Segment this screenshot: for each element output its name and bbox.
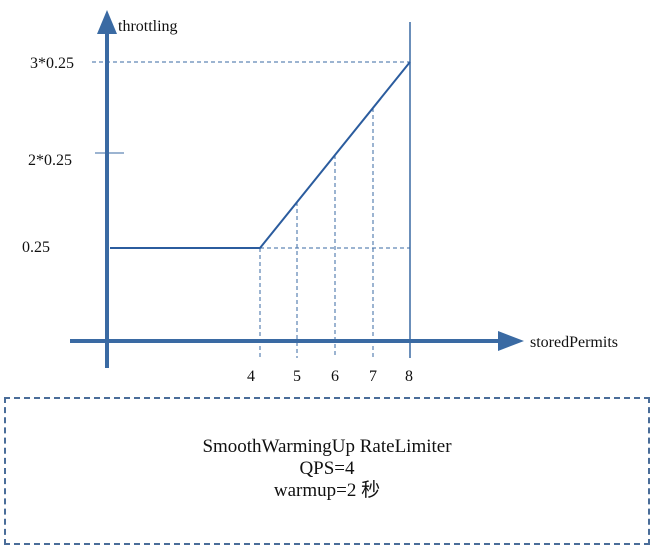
y-tick-label-2: 2*0.25 xyxy=(28,152,72,169)
y-tick-label-1: 0.25 xyxy=(22,239,50,256)
x-tick-label-5: 5 xyxy=(293,368,301,385)
y-axis-arrowhead xyxy=(97,10,117,34)
y-tick-label-3: 3*0.25 xyxy=(30,55,74,72)
caption-qps: QPS=4 xyxy=(299,458,355,479)
x-tick-label-8: 8 xyxy=(405,368,413,385)
x-tick-label-4: 4 xyxy=(247,368,255,385)
caption-warmup: warmup=2 秒 xyxy=(273,480,381,501)
throttling-series-line xyxy=(110,61,411,249)
y-axis-label: throttling xyxy=(118,18,178,35)
chart: throttling storedPermits 3*0.25 2*0.25 0… xyxy=(22,10,618,385)
x-axis-arrowhead xyxy=(498,331,524,351)
x-axis-label: storedPermits xyxy=(530,334,618,351)
x-tick-label-6: 6 xyxy=(331,368,339,385)
caption-box: SmoothWarmingUp RateLimiter QPS=4 warmup… xyxy=(4,397,650,545)
caption-title: SmoothWarmingUp RateLimiter xyxy=(202,436,452,457)
x-tick-label-7: 7 xyxy=(369,368,377,385)
